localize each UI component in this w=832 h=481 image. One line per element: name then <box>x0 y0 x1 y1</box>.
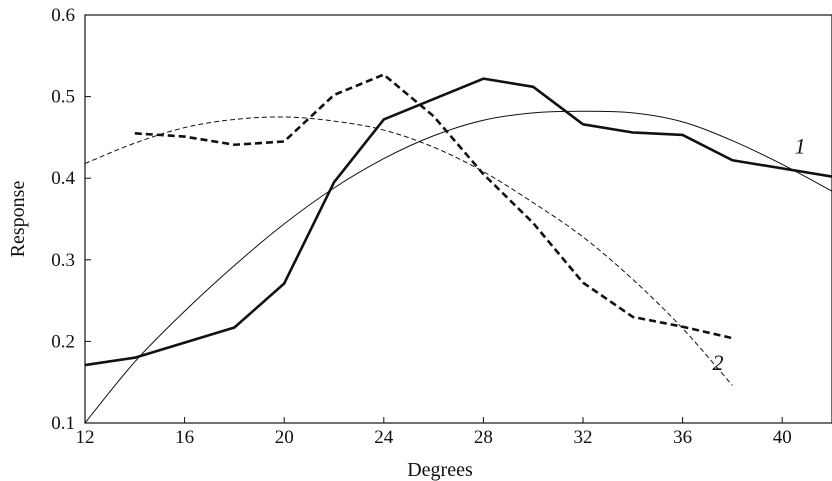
x-tick-label: 12 <box>76 427 95 448</box>
y-tick-label: 0.1 <box>51 413 75 434</box>
x-tick-label: 32 <box>574 427 593 448</box>
x-axis-title: Degrees <box>407 459 473 481</box>
series-lines <box>84 73 832 424</box>
y-tick-label: 0.2 <box>51 331 75 352</box>
series-line-3 <box>134 73 733 340</box>
curve-label: 1 <box>795 134 806 159</box>
y-tick-label: 0.3 <box>51 250 75 271</box>
series-line-1 <box>84 77 832 367</box>
plot-frame <box>84 14 832 424</box>
curve-labels: 12 <box>712 134 805 375</box>
x-tick-label: 40 <box>773 427 792 448</box>
y-axis-title: Response <box>7 181 29 258</box>
series-line-4 <box>84 116 733 386</box>
curve-label: 2 <box>712 350 723 375</box>
x-tick-label: 36 <box>673 427 692 448</box>
x-tick-label: 16 <box>175 427 194 448</box>
y-tick-label: 0.6 <box>51 5 75 26</box>
x-tick-label: 20 <box>275 427 294 448</box>
axis-ticks: 12 16 20 24 28 32 36 40 0.1 0.2 0.3 0.4 0.5 0.6 <box>51 5 791 448</box>
y-tick-label: 0.4 <box>51 168 75 189</box>
x-tick-label: 24 <box>374 427 394 448</box>
y-tick-label: 0.5 <box>51 87 75 108</box>
x-tick-label: 28 <box>474 427 493 448</box>
